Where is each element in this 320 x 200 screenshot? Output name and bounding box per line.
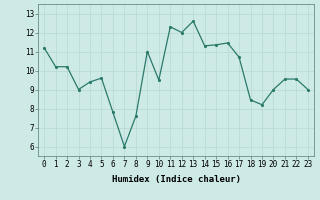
X-axis label: Humidex (Indice chaleur): Humidex (Indice chaleur) — [111, 175, 241, 184]
